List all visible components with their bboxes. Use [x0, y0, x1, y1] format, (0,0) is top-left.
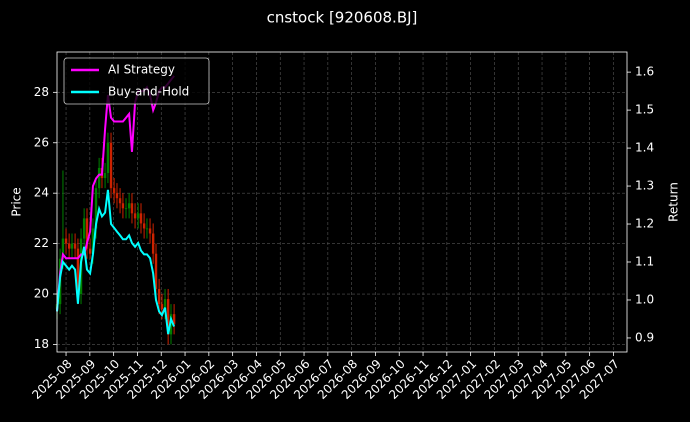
candle-body	[154, 253, 158, 289]
candle-body	[148, 228, 152, 234]
y2-tick-label: 1.4	[635, 141, 654, 155]
candle-body	[64, 238, 68, 244]
candle-body	[151, 233, 155, 254]
candle-body	[118, 198, 122, 204]
candle-body	[163, 299, 167, 310]
line-series	[56, 75, 175, 312]
y2-tick-label: 1.5	[635, 103, 654, 117]
y2-tick-label: 0.9	[635, 330, 654, 344]
candle-body	[172, 314, 176, 325]
y-tick-label: 24	[34, 186, 49, 200]
y2-tick-label: 1.3	[635, 179, 654, 193]
candle-body	[82, 218, 86, 239]
line-series	[56, 189, 176, 335]
candle-body	[112, 188, 116, 194]
candle-body	[133, 213, 137, 219]
legend-box	[63, 57, 210, 105]
candle-body	[115, 193, 119, 199]
candle-body	[121, 203, 125, 209]
candle-body	[67, 243, 71, 249]
y-axis-label: Price	[10, 187, 24, 216]
legend-label: AI Strategy	[108, 63, 175, 77]
candle-body	[106, 142, 110, 174]
candle-body	[124, 208, 128, 210]
candle-body	[157, 288, 161, 305]
candle-body	[127, 203, 131, 209]
candle-body	[142, 223, 146, 229]
candle-body	[61, 238, 65, 259]
candle-body	[73, 243, 77, 249]
chart-title: cnstock [920608.BJ]	[267, 9, 418, 27]
candle-body	[85, 218, 89, 249]
candle-body	[88, 248, 92, 254]
y-tick-label: 22	[34, 236, 49, 250]
y-tick-label: 26	[34, 135, 49, 149]
y2-tick-label: 1.6	[635, 65, 654, 79]
candle-body	[94, 188, 98, 229]
candle-body	[70, 243, 74, 249]
candle-body	[130, 203, 134, 214]
candle-body	[145, 228, 149, 230]
candle-body	[91, 228, 95, 254]
y2-tick-label: 1.1	[635, 255, 654, 269]
plot-frame	[56, 51, 628, 353]
y2-tick-label: 1.0	[635, 292, 654, 306]
y-tick-label: 18	[34, 337, 49, 351]
candle-body	[97, 167, 101, 189]
y-tick-label: 20	[34, 287, 49, 301]
candle-body	[166, 299, 170, 335]
candle-body	[103, 173, 107, 179]
candle-body	[136, 213, 140, 219]
candle-body	[76, 248, 80, 295]
y-tick-label: 28	[34, 85, 49, 99]
y2-tick-label: 1.2	[635, 217, 654, 231]
candle-body	[160, 304, 164, 310]
y2-axis-label: Return	[667, 182, 681, 222]
candle-body	[139, 213, 143, 224]
legend-label: Buy-and-Hold	[108, 85, 189, 99]
candle-body	[109, 142, 113, 189]
